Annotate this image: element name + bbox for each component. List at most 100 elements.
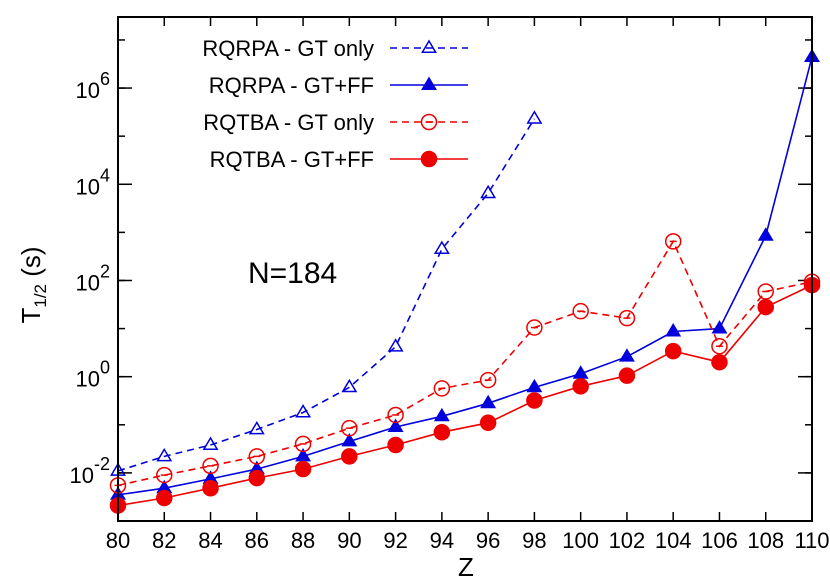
legend-label: RQTBA - GT+FF — [210, 147, 374, 172]
x-tick-label: 108 — [747, 528, 784, 553]
series-line — [117, 56, 813, 496]
x-tick-label: 102 — [609, 528, 646, 553]
y-tick-base: 10 — [76, 174, 100, 199]
data-point — [664, 233, 682, 250]
legend: RQRPA - GT only RQRPA - GT+FF RQTBA - GT o… — [202, 36, 468, 172]
data-point — [295, 447, 312, 462]
data-point — [421, 76, 437, 90]
y-tick-exponent: 0 — [100, 358, 110, 378]
data-point-ring — [202, 457, 219, 475]
y-tick-label: 10-2 — [70, 454, 111, 488]
data-point — [526, 110, 543, 124]
data-point — [248, 448, 266, 465]
data-point — [757, 298, 774, 316]
x-tick-label: 84 — [198, 528, 222, 553]
data-point — [479, 371, 497, 389]
x-tick-label: 80 — [106, 528, 130, 553]
data-point — [526, 392, 543, 409]
y-tick-label: 106 — [76, 69, 111, 103]
data-point — [433, 423, 451, 441]
y-axis-label-main: T — [16, 308, 46, 324]
y-tick-base: 10 — [76, 367, 100, 392]
x-tick-label: 104 — [655, 528, 692, 553]
data-point — [294, 435, 312, 453]
series-line — [117, 118, 536, 472]
legend-label: RQTBA - GT only — [203, 110, 374, 135]
data-point — [387, 406, 404, 424]
series-4 — [109, 276, 821, 514]
x-tick-label: 86 — [245, 528, 269, 553]
legend-item: RQRPA - GT+FF — [209, 73, 468, 98]
data-point — [480, 394, 497, 409]
x-tick-label: 90 — [337, 528, 361, 553]
data-point — [202, 436, 219, 450]
data-point — [421, 39, 437, 53]
y-tick-exponent: 2 — [100, 261, 110, 281]
data-point-ring — [572, 302, 589, 320]
legend-item: RQTBA - GT+FF — [210, 147, 468, 172]
data-point — [572, 365, 589, 379]
y-tick-base: 10 — [70, 463, 94, 488]
data-point — [420, 113, 438, 131]
data-point — [202, 457, 219, 475]
x-tick-label: 94 — [430, 528, 454, 553]
data-point — [387, 436, 404, 454]
series-line — [117, 284, 813, 507]
data-point — [433, 407, 450, 422]
data-point — [248, 469, 266, 487]
data-point — [618, 367, 636, 384]
y-tick-exponent: 4 — [100, 165, 110, 185]
y-axis-label-unit: (s) — [16, 246, 46, 284]
data-point — [202, 479, 219, 497]
data-point — [433, 380, 451, 397]
axis-ticks: 80 82 84 86 88 90 92 94 96 98 100 102 104 106 108 11010… — [70, 17, 830, 553]
series-2 — [110, 48, 820, 500]
data-point-ring — [156, 466, 173, 484]
data-point — [420, 150, 438, 168]
data-point — [341, 419, 358, 437]
data-point — [156, 466, 173, 484]
data-point-ring — [341, 419, 358, 437]
x-axis-label: Z — [458, 552, 474, 581]
series-line — [117, 239, 813, 487]
data-point-ring — [618, 309, 636, 327]
x-tick-label: 88 — [291, 528, 315, 553]
legend-label: RQRPA - GT+FF — [209, 73, 374, 98]
data-point — [665, 323, 682, 337]
data-point-ring — [711, 337, 728, 355]
y-tick-base: 10 — [76, 270, 100, 295]
legend-item: RQRPA - GT only — [202, 36, 468, 61]
y-tick-exponent: -2 — [94, 454, 110, 474]
data-point-ring — [433, 380, 451, 397]
data-point-ring — [294, 435, 312, 453]
svg-text:T1/2 (s): T1/2 (s) — [16, 246, 50, 323]
data-point — [341, 433, 358, 447]
data-point-ring — [526, 319, 543, 336]
data-series — [109, 48, 821, 514]
data-point — [295, 404, 312, 418]
y-tick-label: 100 — [76, 358, 111, 392]
data-point — [618, 348, 635, 362]
data-point — [711, 353, 728, 371]
data-point — [341, 378, 358, 393]
x-tick-label: 96 — [476, 528, 500, 553]
y-tick-label: 102 — [76, 261, 111, 295]
data-point — [480, 184, 497, 199]
data-point-ring — [664, 233, 682, 250]
data-point — [156, 489, 173, 507]
x-tick-label: 110 — [794, 528, 829, 553]
series-1 — [110, 110, 543, 476]
plot-frame — [117, 16, 813, 522]
x-tick-label: 98 — [522, 528, 546, 553]
data-point — [711, 337, 728, 355]
y-tick-base: 10 — [76, 78, 100, 103]
data-point — [433, 240, 450, 255]
data-point — [387, 338, 404, 352]
y-axis-label-sub: 1/2 — [31, 284, 50, 308]
data-point — [156, 447, 173, 462]
data-point-ring — [248, 448, 266, 465]
data-point — [248, 420, 265, 435]
data-point — [618, 309, 636, 327]
